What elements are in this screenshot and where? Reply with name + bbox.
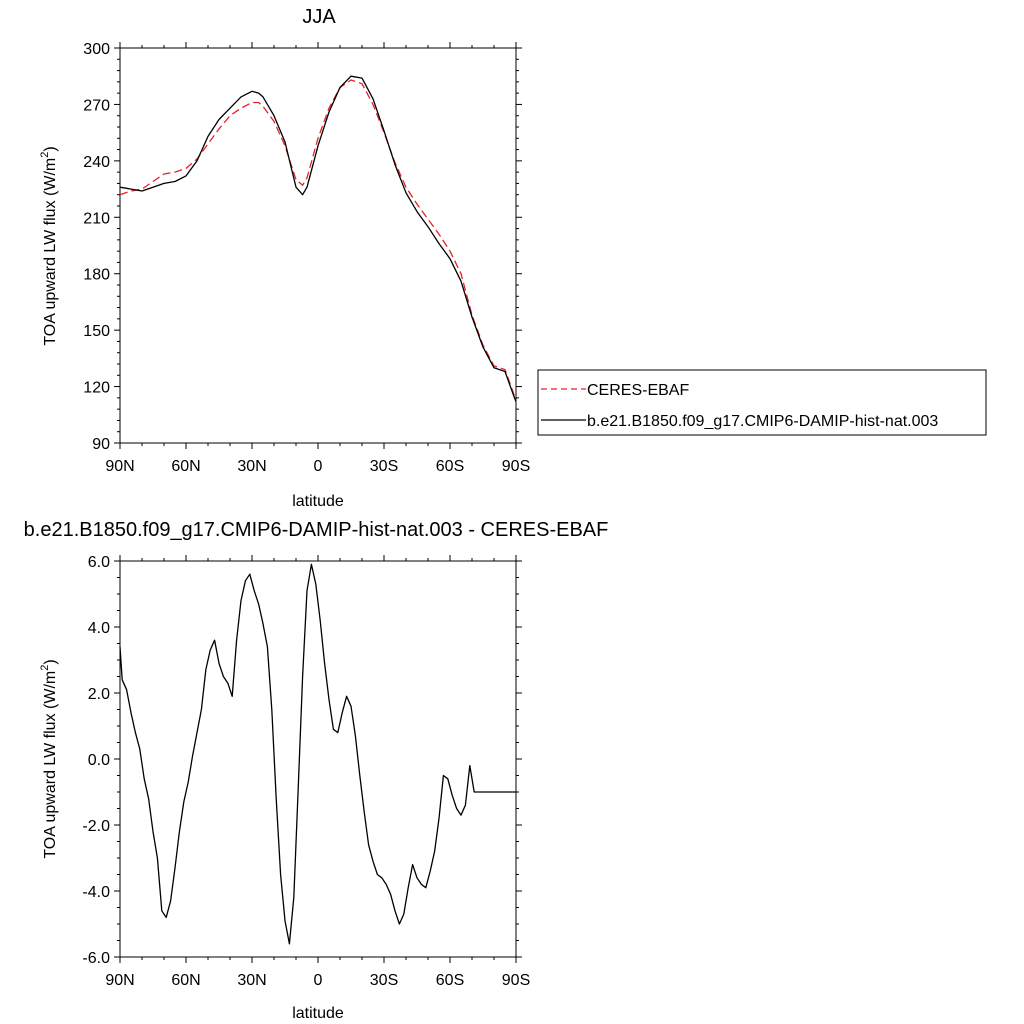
bottom-xtick-label: 60S [436,972,464,989]
bottom-xtick-label: 30S [370,972,398,989]
top-y-axis-label: TOA upward LW flux (W/m2) [39,146,59,345]
bottom-ytick-label: -2.0 [82,818,110,835]
legend-box [537,369,987,436]
top-ytick-label: 300 [83,41,110,58]
top-series-line-1 [119,75,517,402]
bottom-series-line-0 [119,563,516,945]
bottom-xtick-label: 0 [314,972,323,989]
bottom-ytick-label: 0.0 [88,752,110,769]
legend-label-ceres: CERES-EBAF [587,382,689,399]
bottom-axis-ticks [114,555,522,963]
top-ytick-label: 150 [83,323,110,340]
top-y-axis-label-sup: 2 [39,152,51,158]
top-xtick-label: 90S [502,458,530,475]
top-y-axis-label-end: ) [42,146,59,151]
bottom-tick-labels: -6.0 -4.0 -2.0 0.0 2.0 4.0 6.0 90N 60N 30N 0 30S 60S… [82,554,530,989]
legend-label-model: b.e21.B1850.f09_g17.CMIP6-DAMIP-hist-nat… [587,413,938,430]
bottom-xtick-label: 30N [237,972,266,989]
bottom-y-axis-label-sup: 2 [39,665,51,671]
top-xtick-label: 30N [237,458,266,475]
bottom-xtick-label: 90N [105,972,134,989]
top-xtick-label: 30S [370,458,398,475]
top-xtick-label: 60N [171,458,200,475]
bottom-ytick-label: -6.0 [82,950,110,967]
bottom-xtick-label: 60N [171,972,200,989]
top-axis-ticks [114,42,522,449]
bottom-ytick-label: 6.0 [88,554,110,571]
top-series-lines [119,75,517,402]
bottom-plot-frame [119,560,517,958]
bottom-y-axis-label-end: ) [42,659,59,664]
bottom-ytick-label: -4.0 [82,884,110,901]
top-xtick-label: 90N [105,458,134,475]
bottom-ytick-label: 4.0 [88,620,110,637]
top-ytick-label: 120 [83,380,110,397]
bottom-y-axis-label: TOA upward LW flux (W/m2) [39,659,59,858]
bottom-chart-title: b.e21.B1850.f09_g17.CMIP6-DAMIP-hist-nat… [24,519,609,541]
bottom-xtick-label: 90S [502,972,530,989]
bottom-series-lines [119,563,516,945]
top-series-line-0 [119,79,517,400]
top-chart-title: JJA [302,6,336,28]
bottom-ytick-label: 2.0 [88,686,110,703]
top-x-axis-label: latitude [292,493,344,510]
top-plot-frame [119,47,517,444]
top-ytick-label: 180 [83,267,110,284]
bottom-panel: b.e21.B1850.f09_g17.CMIP6-DAMIP-hist-nat… [24,519,609,1022]
top-xtick-label: 60S [436,458,464,475]
top-ytick-label: 210 [83,210,110,227]
top-xtick-label: 0 [314,458,323,475]
top-panel: JJA 90 120 150 180 210 240 270 300 90N 60N 30N 0 30S… [39,6,987,510]
bottom-x-axis-label: latitude [292,1005,344,1022]
top-ytick-label: 90 [92,436,110,453]
top-ytick-label: 270 [83,97,110,114]
legend: CERES-EBAF b.e21.B1850.f09_g17.CMIP6-DAM… [537,369,987,436]
top-ytick-label: 240 [83,154,110,171]
top-tick-labels: 90 120 150 180 210 240 270 300 90N 60N 30N 0 30S 60S 9… [83,41,530,475]
